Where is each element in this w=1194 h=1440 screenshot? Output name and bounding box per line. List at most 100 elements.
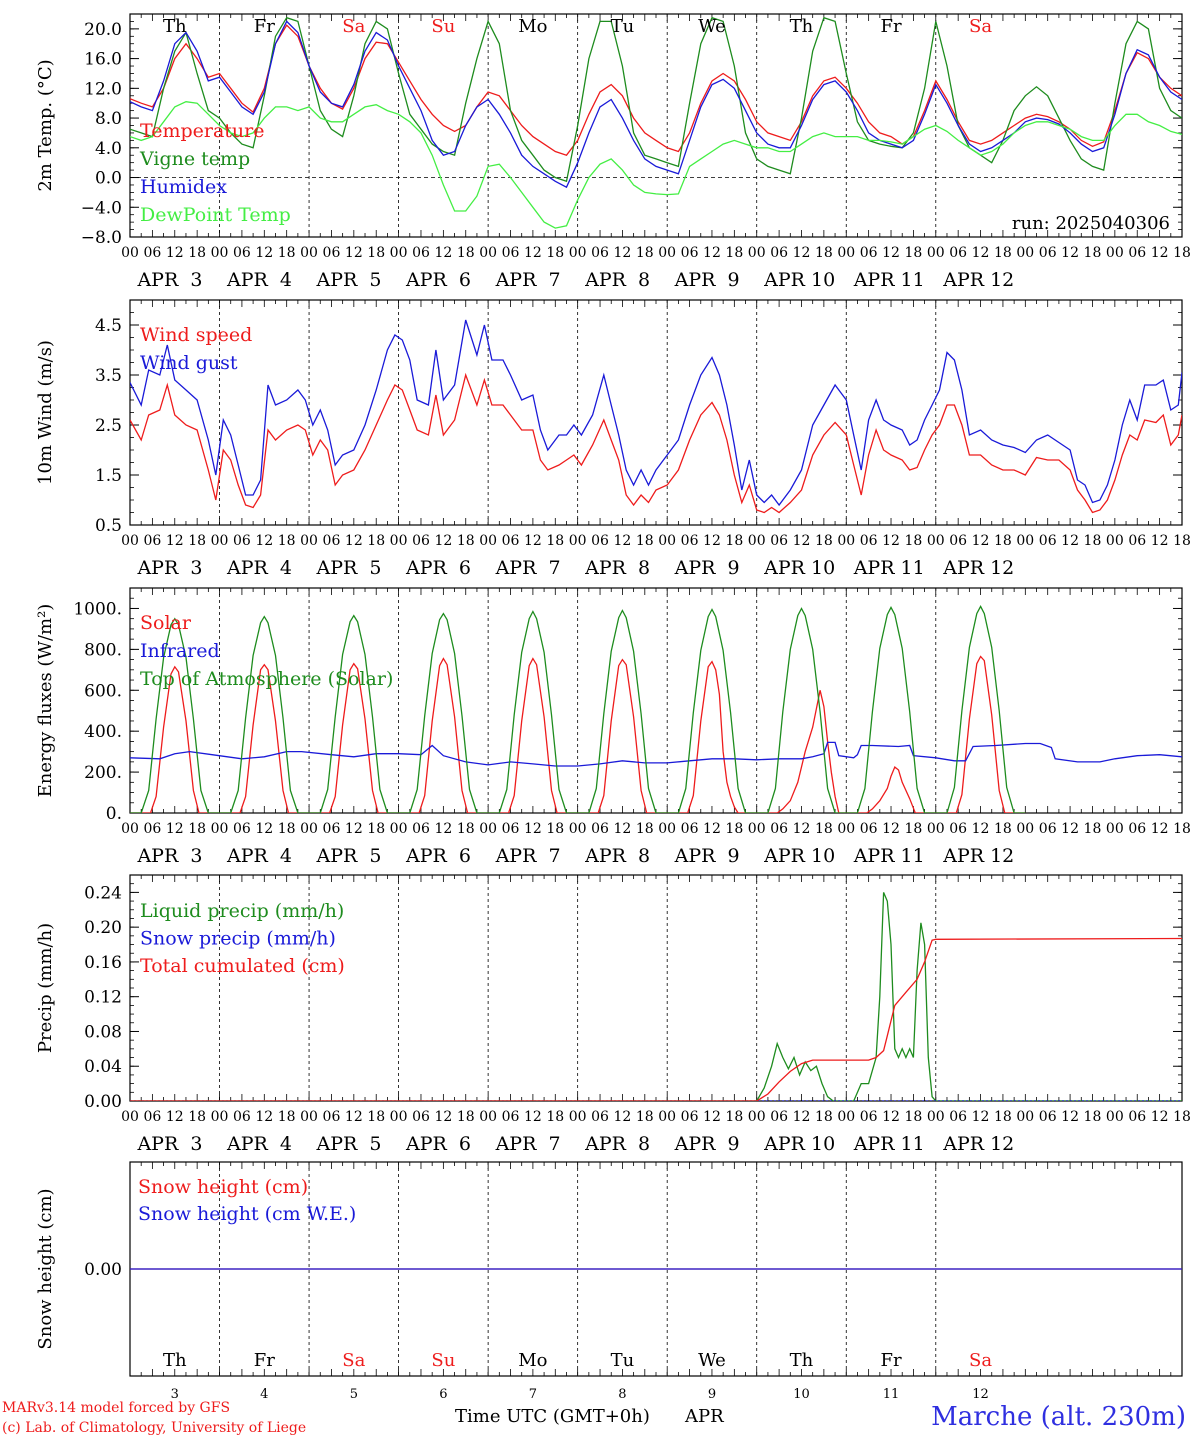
- hour-label: 18: [904, 533, 922, 549]
- hour-label: 18: [994, 533, 1012, 549]
- hour-label: 00: [569, 821, 587, 837]
- weekday-label: Th: [790, 1350, 814, 1371]
- hour-label: 00: [837, 821, 855, 837]
- hour-label: 12: [793, 821, 811, 837]
- y-tick-label: −4.0: [81, 198, 122, 218]
- series-line-temperature: [130, 24, 1182, 156]
- hour-label: 12: [614, 821, 632, 837]
- series-line-infrared: [130, 741, 1182, 767]
- hour-label: 12: [882, 245, 900, 261]
- y-tick-label: 12.0: [84, 79, 122, 99]
- weekday-label: Sa: [342, 16, 365, 37]
- day-number-label: 11: [883, 1387, 900, 1402]
- panel-snow: 0.00 Snow height (cm) Snow height (cm) Snow…: [35, 1161, 1183, 1402]
- series-line-wind-speed: [130, 372, 1182, 514]
- day-number-label: 10: [793, 1387, 810, 1402]
- hour-label: 06: [323, 1109, 341, 1125]
- hour-label: 00: [211, 533, 229, 549]
- hour-label: 12: [703, 821, 721, 837]
- hour-label: 00: [390, 1109, 408, 1125]
- hour-label: 18: [1084, 821, 1102, 837]
- hour-label: 12: [972, 821, 990, 837]
- y-axis-title: Snow height (cm): [35, 1188, 56, 1349]
- hour-label: 12: [524, 533, 542, 549]
- hour-label: 18: [546, 821, 564, 837]
- date-label: APR 7: [495, 1133, 561, 1155]
- y-tick-label: 4.5: [95, 316, 122, 336]
- date-label: APR 9: [674, 845, 740, 867]
- model-credit: MARv3.14 model forced by GFS: [2, 1400, 231, 1416]
- hour-label: 00: [748, 821, 766, 837]
- hour-label: 18: [1173, 533, 1191, 549]
- y-tick-label: −8.0: [81, 228, 122, 248]
- date-label: APR 11: [853, 269, 925, 291]
- date-label: APR 8: [584, 1133, 650, 1155]
- hour-label: 18: [546, 533, 564, 549]
- date-label: APR 10: [763, 845, 835, 867]
- hour-label: 00: [658, 821, 676, 837]
- hour-label: 12: [166, 245, 184, 261]
- hour-label: 12: [524, 1109, 542, 1125]
- y-axis-title: Energy fluxes (W/m²): [35, 604, 56, 798]
- hour-label: 00: [211, 821, 229, 837]
- hour-label: 06: [1128, 533, 1146, 549]
- date-label: APR 11: [853, 845, 925, 867]
- legend-entry: Liquid precip (mm/h): [140, 900, 344, 922]
- lab-credit: (c) Lab. of Climatology, University of L…: [2, 1420, 307, 1436]
- date-label: APR 7: [495, 845, 561, 867]
- hour-label: 12: [793, 245, 811, 261]
- hour-label: 12: [703, 245, 721, 261]
- date-label: APR 5: [316, 269, 382, 291]
- series-line-humidex: [130, 20, 1182, 189]
- hour-label: 06: [681, 1109, 699, 1125]
- date-label: APR 7: [495, 269, 561, 291]
- hour-label: 12: [1061, 821, 1079, 837]
- series-line-liquid-precip-mm-h-: [130, 892, 1182, 1101]
- hour-label: 12: [255, 533, 273, 549]
- hour-label: 18: [457, 245, 475, 261]
- y-tick-label: 800.: [84, 640, 122, 660]
- hour-label: 18: [457, 1109, 475, 1125]
- weekday-label: Sa: [969, 16, 992, 37]
- date-label: APR 7: [495, 557, 561, 579]
- hour-label: 00: [300, 245, 318, 261]
- hour-label: 06: [1128, 245, 1146, 261]
- legend-entry: Temperature: [140, 120, 264, 142]
- hour-label: 06: [143, 533, 161, 549]
- date-label: APR 4: [226, 269, 292, 291]
- date-label: APR 6: [405, 557, 471, 579]
- date-label: APR 11: [853, 1133, 925, 1155]
- hour-label: 06: [502, 821, 520, 837]
- weekday-label: Su: [431, 16, 455, 37]
- date-label: APR 6: [405, 269, 471, 291]
- hour-label: 18: [546, 1109, 564, 1125]
- panel-wind: 4.5 3.5 2.5 1.5 0.5 10m Wind (m/s) Wind speed W…: [35, 299, 1191, 579]
- date-label: APR 4: [226, 1133, 292, 1155]
- legend-entry: Infrared: [140, 640, 220, 662]
- legend-entry: Humidex: [140, 176, 227, 198]
- hour-label: 00: [300, 533, 318, 549]
- station-title: Marche (alt. 230m): [931, 1402, 1186, 1432]
- hour-label: 00: [479, 1109, 497, 1125]
- legend-entry: Wind speed: [140, 324, 252, 346]
- series-line-total-cumulated-cm-: [130, 937, 1182, 1101]
- weekday-label: Sa: [342, 1350, 365, 1371]
- hour-label: 18: [188, 245, 206, 261]
- hour-label: 00: [1016, 1109, 1034, 1125]
- hour-label: 00: [658, 533, 676, 549]
- hour-label: 18: [636, 245, 654, 261]
- series-line-solar: [130, 655, 1026, 813]
- hour-label: 12: [1151, 245, 1169, 261]
- hour-label: 18: [1084, 1109, 1102, 1125]
- date-label: APR 8: [584, 269, 650, 291]
- hour-label: 18: [994, 1109, 1012, 1125]
- hour-label: 06: [143, 245, 161, 261]
- run-label: run: 2025040306: [1012, 213, 1170, 234]
- hour-label: 12: [166, 821, 184, 837]
- hour-label: 06: [949, 1109, 967, 1125]
- date-label: APR 10: [763, 557, 835, 579]
- hour-label: 06: [323, 821, 341, 837]
- hour-label: 18: [188, 821, 206, 837]
- hour-label: 00: [211, 245, 229, 261]
- hour-label: 06: [591, 245, 609, 261]
